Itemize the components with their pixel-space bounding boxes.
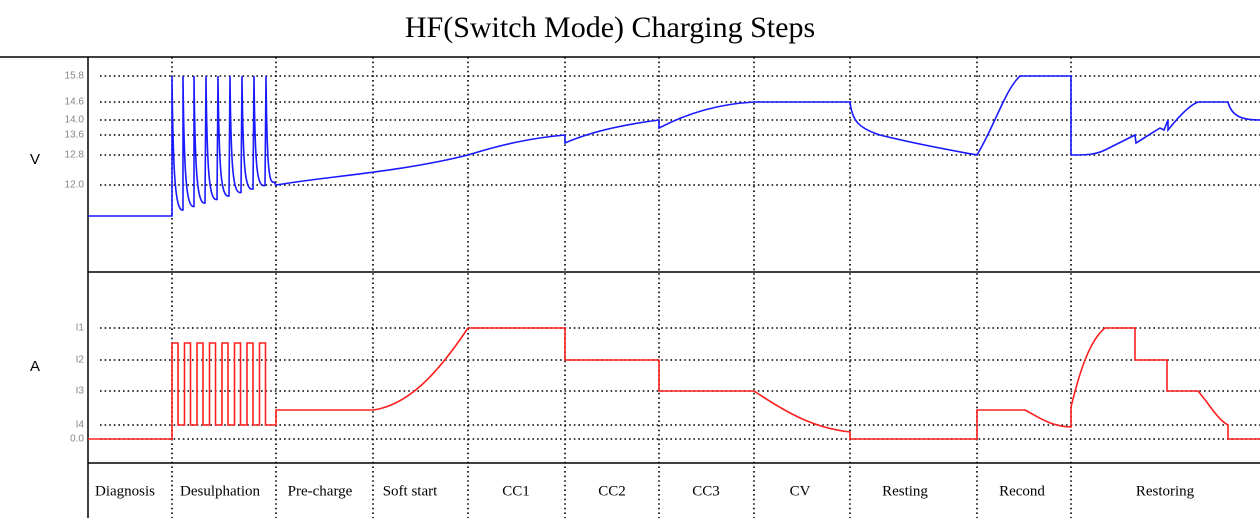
step-label: Desulphation — [180, 483, 260, 499]
tick-label: I1 — [76, 323, 85, 334]
current-curve — [88, 327, 1260, 440]
tick-label: 12.8 — [65, 150, 85, 161]
voltage-axis-label: V — [30, 151, 40, 168]
step-label: Pre-charge — [288, 483, 353, 499]
step-label: Recond — [999, 483, 1045, 499]
tick-label: 14.6 — [65, 97, 85, 108]
step-label: CC3 — [692, 483, 720, 499]
title: HF(Switch Mode) Charging Steps — [405, 11, 815, 44]
step-label: CC2 — [598, 483, 626, 499]
tick-label: 12.0 — [65, 180, 85, 191]
step-label: Diagnosis — [95, 483, 155, 499]
step-label: CV — [790, 483, 811, 499]
grid — [100, 57, 1260, 518]
step-label: Soft start — [383, 483, 438, 499]
tick-label: 14.0 — [65, 115, 85, 126]
tick-label: 13.6 — [65, 130, 85, 141]
current-axis-label: A — [30, 358, 40, 375]
frame — [0, 56, 1260, 518]
tick-label: I2 — [76, 355, 85, 366]
tick-label: I3 — [76, 386, 85, 397]
voltage-curve — [88, 75, 1260, 217]
step-label: Restoring — [1136, 483, 1195, 499]
step-label: Resting — [882, 483, 928, 499]
tick-label: 15.8 — [65, 71, 85, 82]
tick-label: I4 — [76, 420, 85, 431]
tick-label: 0.0 — [70, 434, 84, 445]
step-label: CC1 — [502, 483, 530, 499]
